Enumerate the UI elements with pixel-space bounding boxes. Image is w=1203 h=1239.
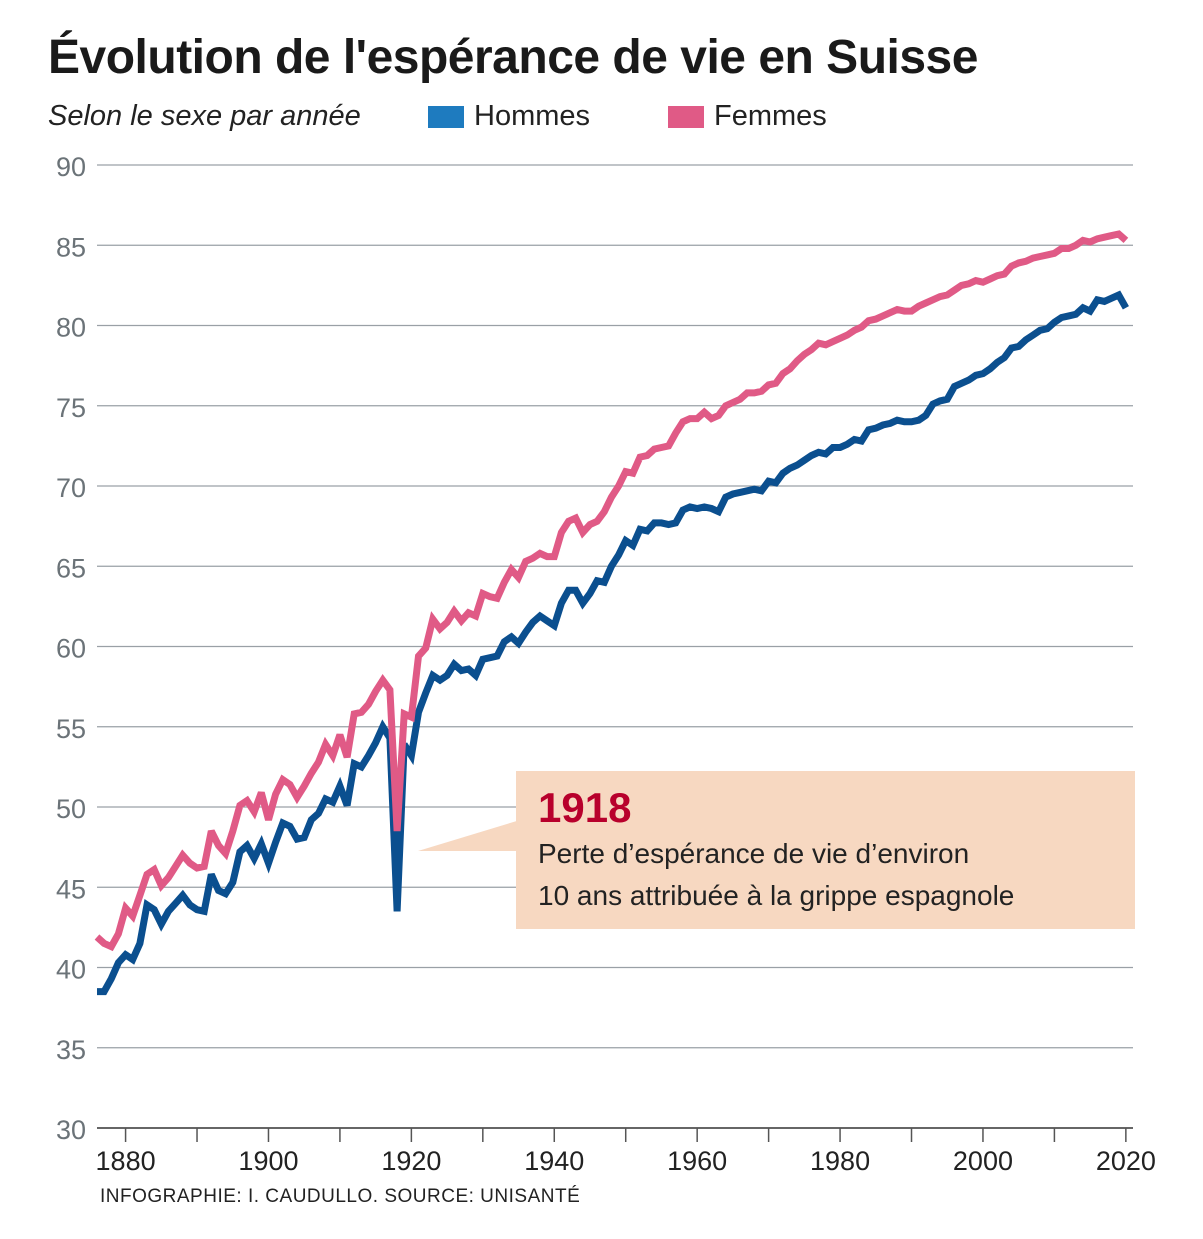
legend-label-hommes: Hommes: [474, 100, 591, 132]
y-tick-label-40: 40: [56, 955, 86, 985]
y-tick-label-70: 70: [56, 473, 86, 503]
y-tick-label-75: 75: [56, 393, 86, 423]
annotation-year: 1918: [538, 784, 632, 831]
series-line-femmes: [94, 230, 1129, 952]
y-tick-label-90: 90: [56, 152, 86, 182]
annotation-pointer: [418, 820, 520, 851]
series-layer: [94, 230, 1129, 996]
x-tick-label-1940: 1940: [524, 1146, 584, 1176]
y-tick-label-60: 60: [56, 634, 86, 664]
x-tick-label-1960: 1960: [667, 1146, 727, 1176]
x-tick-label-2000: 2000: [953, 1146, 1013, 1176]
annotation-line-1: Perte d’espérance de vie d’environ: [538, 838, 970, 870]
grid-layer: 30 35 40 45 50 55 60 65 70 75 80 85 90 1880 1900 1920 19…: [56, 152, 1156, 1176]
y-tick-label-55: 55: [56, 714, 86, 744]
x-tick-label-1880: 1880: [96, 1146, 156, 1176]
annotation-box: 1918 Perte d’espérance de vie d’environ …: [516, 771, 1135, 929]
legend-item-femmes: Femmes: [668, 100, 827, 133]
chart-subtitle: Selon le sexe par année: [48, 100, 361, 132]
annotation-line-2: 10 ans attribuée à la grippe espagnole: [538, 879, 1015, 911]
x-tick-label-1900: 1900: [238, 1146, 298, 1176]
y-tick-label-35: 35: [56, 1035, 86, 1065]
legend-label-femmes: Femmes: [714, 100, 827, 132]
x-tick-label-2020: 2020: [1096, 1146, 1156, 1176]
chart-title: Évolution de l'espérance de vie en Suiss…: [48, 31, 978, 84]
legend-item-hommes: Hommes: [428, 100, 590, 133]
legend-swatch-hommes: [428, 105, 464, 128]
x-tick-label-1980: 1980: [810, 1146, 870, 1176]
y-tick-label-80: 80: [56, 313, 86, 343]
y-tick-label-30: 30: [56, 1115, 86, 1145]
y-tick-label-85: 85: [56, 232, 86, 262]
legend-swatch-femmes: [668, 105, 704, 128]
y-tick-label-65: 65: [56, 553, 86, 583]
y-tick-label-45: 45: [56, 874, 86, 904]
y-tick-label-50: 50: [56, 794, 86, 824]
source-note: INFOGRAPHIE: I. CAUDULLO. SOURCE: UNISAN…: [100, 1186, 581, 1207]
series-line-hommes: [97, 290, 1129, 996]
x-tick-label-1920: 1920: [381, 1146, 441, 1176]
